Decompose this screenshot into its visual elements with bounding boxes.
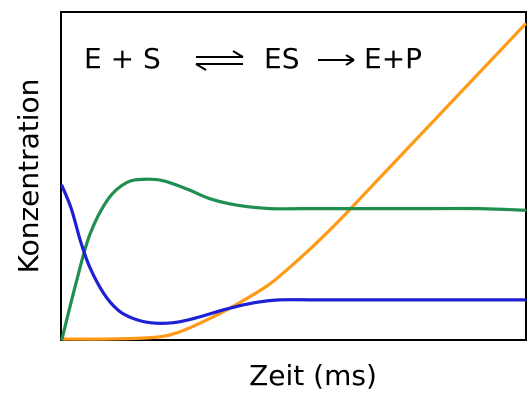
plot-frame bbox=[60, 11, 527, 341]
reaction-equation: E + S ES E+P bbox=[84, 42, 422, 75]
series-layer bbox=[60, 22, 527, 341]
series-line-2 bbox=[60, 177, 527, 341]
series-line-1 bbox=[60, 22, 527, 341]
x-axis-label: Zeit (ms) bbox=[249, 359, 377, 392]
equation-products: E+P bbox=[364, 42, 422, 75]
equation-reactants: E + S bbox=[84, 42, 161, 75]
equilibrium-arrow-icon bbox=[195, 50, 244, 71]
forward-arrow-icon bbox=[318, 54, 355, 66]
y-axis-label: Konzentration bbox=[12, 79, 45, 274]
series-line-3 bbox=[60, 184, 527, 325]
equation-complex: ES bbox=[264, 42, 299, 75]
